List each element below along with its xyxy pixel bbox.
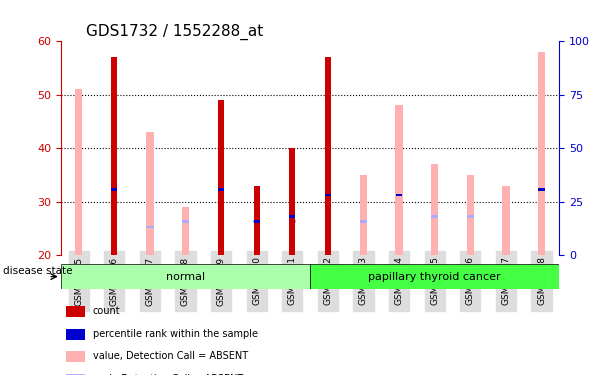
Bar <box>289 215 295 217</box>
Text: normal: normal <box>166 272 205 282</box>
Bar <box>360 220 367 223</box>
Bar <box>325 194 331 196</box>
Bar <box>431 164 438 255</box>
Text: percentile rank within the sample: percentile rank within the sample <box>93 329 258 339</box>
Bar <box>502 186 510 255</box>
Bar <box>395 105 403 255</box>
Bar <box>146 226 154 228</box>
Bar <box>182 220 189 223</box>
Bar <box>218 100 224 255</box>
Bar <box>289 220 296 223</box>
Bar <box>396 194 402 196</box>
Bar <box>254 186 260 255</box>
Bar <box>431 215 438 217</box>
Text: rank, Detection Call = ABSENT: rank, Detection Call = ABSENT <box>93 374 243 375</box>
Text: disease state: disease state <box>3 266 72 276</box>
Bar <box>539 188 545 191</box>
Text: value, Detection Call = ABSENT: value, Detection Call = ABSENT <box>93 351 248 361</box>
Bar <box>253 220 260 223</box>
Bar <box>146 132 154 255</box>
Text: papillary thyroid cancer: papillary thyroid cancer <box>368 272 501 282</box>
FancyBboxPatch shape <box>61 264 310 289</box>
Bar <box>66 328 85 340</box>
Bar <box>66 306 85 317</box>
Bar <box>66 351 85 362</box>
Bar <box>182 207 189 255</box>
Bar <box>66 374 85 375</box>
Bar <box>111 57 117 255</box>
Bar <box>538 52 545 255</box>
Bar <box>254 220 260 223</box>
Bar <box>466 215 474 217</box>
Bar <box>289 148 295 255</box>
FancyBboxPatch shape <box>310 264 559 289</box>
Text: count: count <box>93 306 120 316</box>
Bar <box>75 89 82 255</box>
Bar <box>360 175 367 255</box>
Bar <box>466 175 474 255</box>
Bar <box>218 188 224 191</box>
Text: GDS1732 / 1552288_at: GDS1732 / 1552288_at <box>86 24 263 40</box>
Bar <box>111 188 117 191</box>
Bar <box>325 57 331 255</box>
